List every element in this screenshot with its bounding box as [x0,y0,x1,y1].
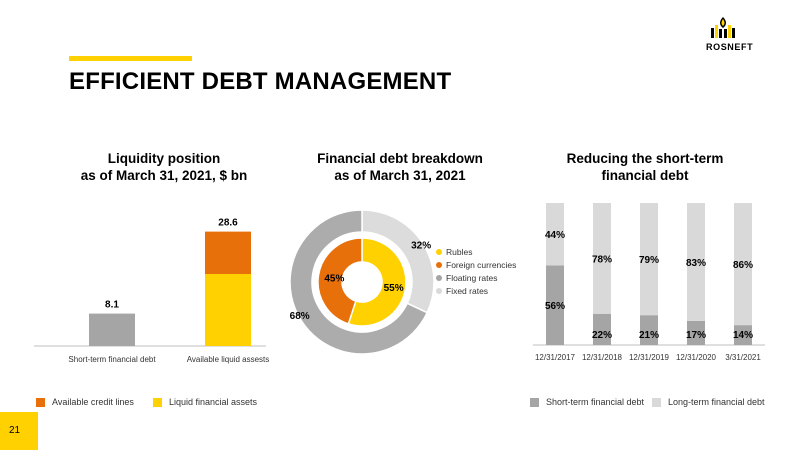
long-term-bar [734,203,752,326]
donut-legend-label: Floating rates [446,273,498,283]
donut-value-label: 45% [324,274,344,285]
chart3-title-line2: financial debt [601,168,689,183]
donut-legend-label: Fixed rates [446,286,488,296]
title-accent-bar [69,56,192,61]
short-term-value-label: 14% [733,330,753,341]
chart2-title: Financial debt breakdown as of March 31,… [290,150,510,184]
liquid-assets-bar [89,313,135,346]
short-term-value-label: 17% [686,330,706,341]
chart1-title: Liquidity position as of March 31, 2021,… [40,150,288,184]
legend-long-term-financial-debt: Long-term financial debt [652,397,765,407]
category-label: Short-term financial debt [68,355,156,364]
donut-legend-label: Rubles [446,247,472,257]
short-term-bar [640,315,658,345]
legend-swatch-yellow [153,397,162,407]
rubles-segment [347,237,407,327]
short-term-debt-stacked-chart: 56% 44% 12/31/2017 22% 78% 12/31/2018 21% 79% 12… [533,203,765,362]
bar-total-label: 8.1 [105,300,119,311]
long-term-value-label: 79% [639,255,659,266]
legend-label: Available credit lines [52,397,134,407]
donut-legend-label: Foreign currencies [446,260,516,270]
liquidity-bar-chart: 8.1 Short-term financial debt 28.6 Availabl… [34,218,270,364]
legend-available-credit-lines: Available credit lines [36,397,134,407]
long-term-value-label: 44% [545,230,565,241]
legend-short-term-financial-debt: Short-term financial debt [530,397,644,407]
donut-value-label: 55% [384,283,404,294]
page-number: 21 [9,425,21,436]
chart1-title-line2: as of March 31, 2021, $ bn [80,168,248,183]
legend-liquid-financial-assets: Liquid financial assets [153,397,257,407]
legend-label: Long-term financial debt [668,397,765,407]
short-term-bar [593,313,611,345]
legend-dot [436,262,442,268]
rosneft-logo: ROSNEFT [706,16,788,56]
liquid-assets-bar [205,274,251,346]
short-term-bar [546,265,564,345]
category-label: Available liquid assests [187,355,270,364]
chart2-title-line2: as of March 31, 2021 [334,168,466,183]
legend-swatch-orange [36,397,45,407]
legend-label: Short-term financial debt [546,397,645,407]
short-term-bar [734,325,752,345]
long-term-value-label: 83% [686,258,706,269]
category-label: 12/31/2020 [676,353,717,362]
page-number-badge: 21 [0,412,38,450]
legend-dot [436,288,442,294]
short-term-value-label: 22% [592,330,612,341]
rosneft-emblem-icon [711,17,735,38]
chart3-title: Reducing the short-term financial debt [530,150,760,184]
donut-value-label: 32% [411,240,431,251]
credit-lines-bar [205,231,251,274]
legend-dot [436,249,442,255]
page-title: EFFICIENT DEBT MANAGEMENT [69,68,452,95]
chart1-title-line1: Liquidity position [107,151,221,166]
debt-breakdown-donut-chart: 32% 68% 55% 45% Rubles Foreign currencies Floa… [289,209,516,355]
long-term-value-label: 78% [592,254,612,265]
short-term-bar [687,320,705,345]
long-term-bar [640,203,658,316]
chart2-title-line1: Financial debt breakdown [317,151,483,166]
legend-swatch-dark-gray [530,397,539,407]
category-label: 12/31/2019 [629,353,670,362]
logo-text: ROSNEFT [706,42,754,52]
legend-label: Liquid financial assets [169,397,258,407]
category-label: 12/31/2018 [582,353,623,362]
short-term-value-label: 21% [639,330,659,341]
category-label: 12/31/2017 [535,353,576,362]
legend-dot [436,275,442,281]
long-term-bar [593,203,611,314]
long-term-bar [546,203,564,266]
chart3-title-line1: Reducing the short-term [566,151,724,166]
long-term-bar [687,203,705,321]
long-term-value-label: 86% [733,260,753,271]
donut-value-label: 68% [290,311,310,322]
short-term-value-label: 56% [545,301,565,312]
category-label: 3/31/2021 [725,353,761,362]
legend-swatch-light-gray [652,397,661,407]
foreign-currencies-segment [317,237,363,325]
bar-total-label: 28.6 [218,218,238,229]
floating-rates-segment [289,209,429,355]
